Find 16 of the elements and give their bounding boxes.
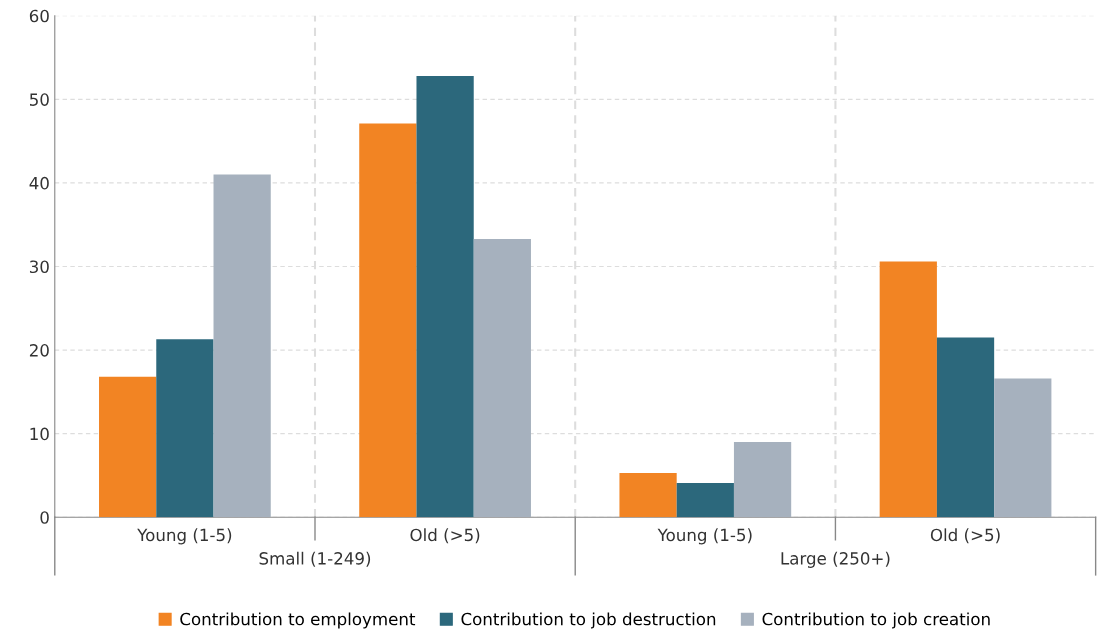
legend-label: Contribution to employment — [180, 612, 416, 629]
x-tick-label: Young (1-5) — [657, 528, 752, 545]
x-tick-label: Young (1-5) — [137, 528, 232, 545]
x-tick-label: Old (>5) — [410, 528, 480, 544]
legend-label: Contribution to job creation — [762, 612, 990, 629]
text: Small (1-249) — [259, 551, 371, 567]
text: Large (250+) — [781, 551, 890, 568]
x-tick-label: Old (>5) — [930, 528, 1000, 544]
y-tick-label: 50 — [30, 93, 49, 106]
y-tick-label: 60 — [29, 9, 49, 23]
y-tick-label: 30 — [29, 260, 49, 274]
legend-label: Contribution to job destruction — [461, 612, 716, 629]
y-tick-label: 10 — [30, 427, 49, 441]
y-tick-label: 0 — [40, 511, 49, 524]
y-tick-label: 20 — [29, 344, 49, 357]
y-tick-label: 40 — [29, 176, 49, 190]
